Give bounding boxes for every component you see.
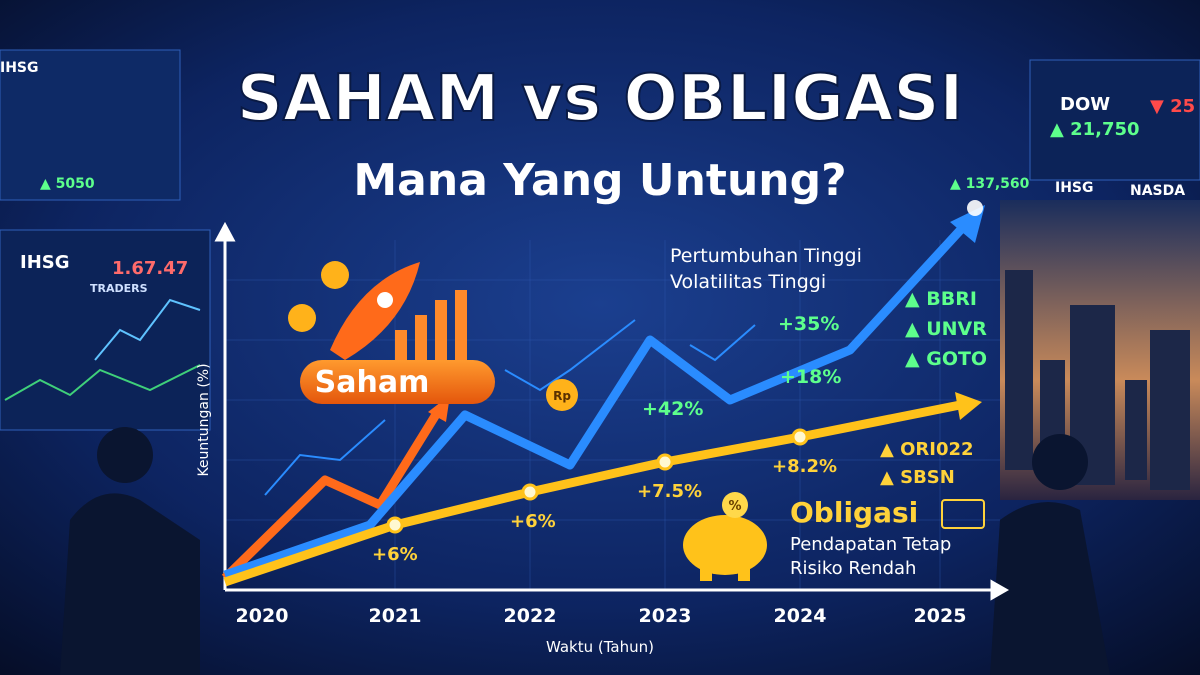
- stock-label: Saham: [315, 365, 430, 400]
- tickers: ▲ BBRI ▲ UNVR ▲ GOTO: [905, 288, 987, 370]
- bond-gains: +6% +6% +7.5% +8.2%: [372, 456, 837, 565]
- bond-note: Risiko Rendah: [790, 558, 916, 579]
- bond-gain: +7.5%: [637, 481, 702, 502]
- screen-texts: IHSG 1.67.47 TRADERS DOW ▲ 21,750 NASDA …: [0, 60, 1195, 295]
- bond-line: [223, 400, 961, 587]
- certificate-icon: [941, 499, 985, 529]
- screen-text: ▲ 21,750: [1050, 119, 1140, 140]
- years: 2020 2021 2022 2023 2024 2025: [236, 605, 967, 627]
- screen-text: ▼ 25: [1150, 96, 1195, 117]
- bond-note: Pendapatan Tetap: [790, 534, 951, 555]
- x-axis-label: Waktu (Tahun): [546, 638, 654, 656]
- saham-pill: [300, 360, 495, 404]
- coin: [546, 379, 578, 411]
- screen-text: IHSG: [1055, 180, 1094, 196]
- year: 2020: [236, 605, 289, 627]
- stock-gain: +18%: [780, 366, 841, 388]
- year: 2021: [369, 605, 422, 627]
- bond-points: [386, 428, 809, 534]
- piggy: [683, 492, 767, 581]
- year: 2024: [774, 605, 827, 627]
- screen-text: TRADERS: [90, 282, 148, 295]
- stock-line-orange: [221, 405, 444, 582]
- bond-product: ▲ ORI022: [880, 439, 974, 460]
- bond-label: Obligasi: [790, 496, 918, 529]
- stock-note: Pertumbuhan Tinggi: [670, 245, 862, 267]
- currency: Rp: [553, 389, 571, 403]
- y-axis-label: Keuntungan (%): [196, 363, 212, 476]
- rocket: [288, 261, 467, 360]
- bond-gain: +6%: [372, 544, 418, 565]
- ticker: ▲ BBRI: [905, 288, 977, 310]
- screen-text: IHSG: [0, 60, 39, 76]
- screen-text: DOW: [1060, 94, 1110, 115]
- deco-arrows: [264, 319, 756, 496]
- stock-gains: +35% +18% +42%: [642, 313, 841, 420]
- glow: [967, 200, 983, 216]
- ticker: ▲ GOTO: [905, 348, 987, 370]
- bond-product: ▲ SBSN: [880, 467, 955, 488]
- arrow: [955, 392, 982, 420]
- stock-line: [223, 221, 969, 580]
- year: 2022: [504, 605, 557, 627]
- year: 2025: [914, 605, 967, 627]
- screen-text: NASDA: [1130, 183, 1185, 199]
- screen-text: 1.67.47: [112, 258, 188, 279]
- title: SAHAM vs OBLIGASI: [237, 62, 964, 136]
- stock-note: Volatilitas Tinggi: [670, 271, 826, 293]
- ticker: ▲ UNVR: [905, 318, 987, 340]
- screen-text: IHSG: [20, 252, 70, 273]
- screens: [0, 49, 1200, 431]
- percent-coin: %: [728, 499, 741, 514]
- year: 2023: [639, 605, 692, 627]
- subtitle: Mana Yang Untung?: [353, 155, 846, 206]
- bond-gain: +6%: [510, 511, 556, 532]
- bond-gain: +8.2%: [772, 456, 837, 477]
- screen-text: ▲ 137,560: [950, 176, 1030, 192]
- stock-gain: +42%: [642, 398, 703, 420]
- stock-gain: +35%: [778, 313, 839, 335]
- axes: [214, 221, 1010, 601]
- bond-products: ▲ ORI022 ▲ SBSN: [880, 439, 974, 488]
- people: [60, 427, 1110, 675]
- screen-text: ▲ 5050: [40, 176, 95, 192]
